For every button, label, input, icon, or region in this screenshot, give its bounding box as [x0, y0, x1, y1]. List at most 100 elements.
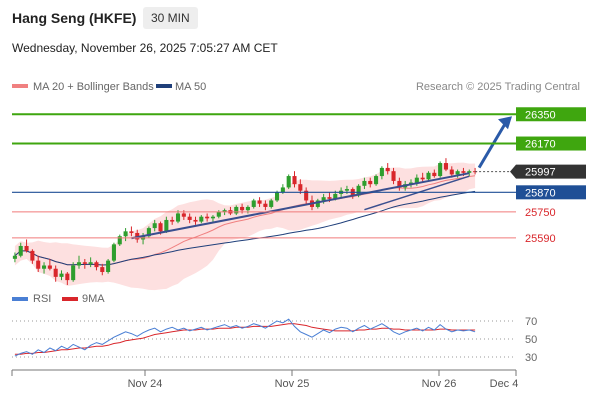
instrument-title: Hang Seng (HKFE): [12, 10, 137, 26]
rsi-tick-30: 30: [525, 352, 537, 364]
candle-body: [158, 223, 163, 232]
candle-body: [443, 163, 449, 170]
candle-body: [164, 219, 169, 232]
candle-body: [205, 216, 210, 219]
level-tag-25870: [516, 185, 586, 200]
candle-body: [129, 231, 134, 233]
rsi-legend-label: RSI: [33, 293, 51, 305]
ma20-legend-swatch: [12, 84, 28, 88]
candle-body: [344, 189, 349, 191]
candle-body: [146, 228, 151, 237]
candle-body: [280, 187, 285, 193]
candle-body: [391, 171, 396, 181]
candle-body: [199, 216, 204, 222]
candle-body: [222, 210, 227, 212]
credit-label: Research © 2025 Trading Central: [416, 81, 580, 93]
candle-body: [438, 163, 443, 177]
timeframe-badge[interactable]: 30 MIN: [143, 7, 198, 29]
candle-body: [461, 171, 466, 173]
candle-body: [181, 213, 186, 217]
candle-body: [100, 267, 105, 272]
candle-body: [240, 206, 245, 211]
candle-body: [187, 216, 192, 220]
candle-body: [356, 185, 361, 196]
candle-body: [292, 176, 297, 185]
level-label-25750: 25750: [525, 207, 556, 219]
bollinger-band: [14, 162, 476, 291]
rsi-legend-swatch: [12, 297, 28, 301]
candle-body: [379, 167, 384, 177]
level-tag-26350: [516, 107, 586, 122]
candle-body: [426, 172, 431, 180]
time-tick-label: Nov 25: [275, 378, 310, 390]
candle-body: [65, 273, 70, 281]
candle-body: [455, 171, 460, 175]
level-label-26350: 26350: [525, 109, 556, 121]
datetime-label: Wednesday, November 26, 2025 7:05:27 AM …: [12, 41, 278, 55]
candle-body: [82, 262, 87, 264]
candle-body: [368, 180, 373, 185]
candle-body: [362, 180, 367, 186]
candle-body: [397, 180, 402, 188]
candle-body: [18, 245, 23, 256]
trendline-lower: [364, 175, 470, 211]
candle-body: [333, 193, 338, 199]
candle-body: [175, 213, 181, 222]
candle-body: [30, 250, 35, 261]
level-label-25870: 25870: [525, 187, 556, 199]
ma50-legend-swatch: [156, 84, 172, 88]
candle-body: [414, 177, 419, 183]
trendline: [131, 172, 470, 240]
candle-body: [24, 245, 29, 251]
candle-body: [117, 236, 122, 245]
rsi-ma-legend-label: 9MA: [82, 293, 105, 305]
last-price-label: 25997: [525, 167, 556, 179]
candle-body: [71, 265, 76, 281]
time-tick-label: Dec 4: [490, 378, 519, 390]
candle-body: [374, 176, 379, 185]
candle-body: [111, 244, 116, 261]
time-tick-label: Nov 24: [128, 378, 163, 390]
candle-body: [193, 219, 198, 222]
last-price-tag: [510, 164, 586, 179]
candle-body: [94, 262, 99, 268]
ma50-line: [14, 190, 476, 266]
candle-body: [432, 172, 437, 177]
level-label-26170: 26170: [525, 139, 556, 151]
candle-body: [53, 268, 58, 277]
candle-body: [286, 176, 291, 188]
candle-body: [216, 211, 221, 217]
rsi-ma-legend-swatch: [62, 297, 78, 301]
candle-body: [274, 192, 280, 201]
candle-body: [36, 260, 41, 269]
candle-body: [245, 206, 250, 211]
level-tag-26170: [516, 136, 586, 151]
level-label-25590: 25590: [525, 233, 556, 245]
candle-body: [269, 200, 274, 207]
candle-body: [12, 255, 17, 259]
projection-arrow: [477, 121, 508, 169]
candle-body: [251, 200, 256, 207]
candle-body: [47, 265, 52, 269]
candle-body: [59, 273, 64, 277]
candle-body: [327, 197, 332, 199]
price-levels: 26350 26170 25870 25750 25590 25997: [12, 107, 586, 245]
candle-body: [449, 169, 454, 175]
time-tick-label: Nov 26: [422, 378, 457, 390]
candle-body: [210, 216, 216, 219]
candle-body: [76, 262, 82, 266]
projection-arrowhead: [498, 116, 512, 130]
rsi-line: [14, 318, 476, 357]
ma50-legend-label: MA 50: [175, 81, 206, 93]
candle-body: [298, 184, 303, 191]
candle-body: [234, 206, 239, 214]
price-plot-area: [12, 116, 512, 291]
candle-body: [257, 200, 262, 204]
time-axis: Nov 24 Nov 25 Nov 26 Dec 4: [11, 369, 519, 390]
candle-body: [170, 219, 175, 222]
candle-body: [420, 177, 425, 180]
ma20-legend-label: MA 20 + Bollinger Bands: [33, 81, 154, 93]
rsi-plot-area: 30 50 70: [12, 316, 537, 364]
